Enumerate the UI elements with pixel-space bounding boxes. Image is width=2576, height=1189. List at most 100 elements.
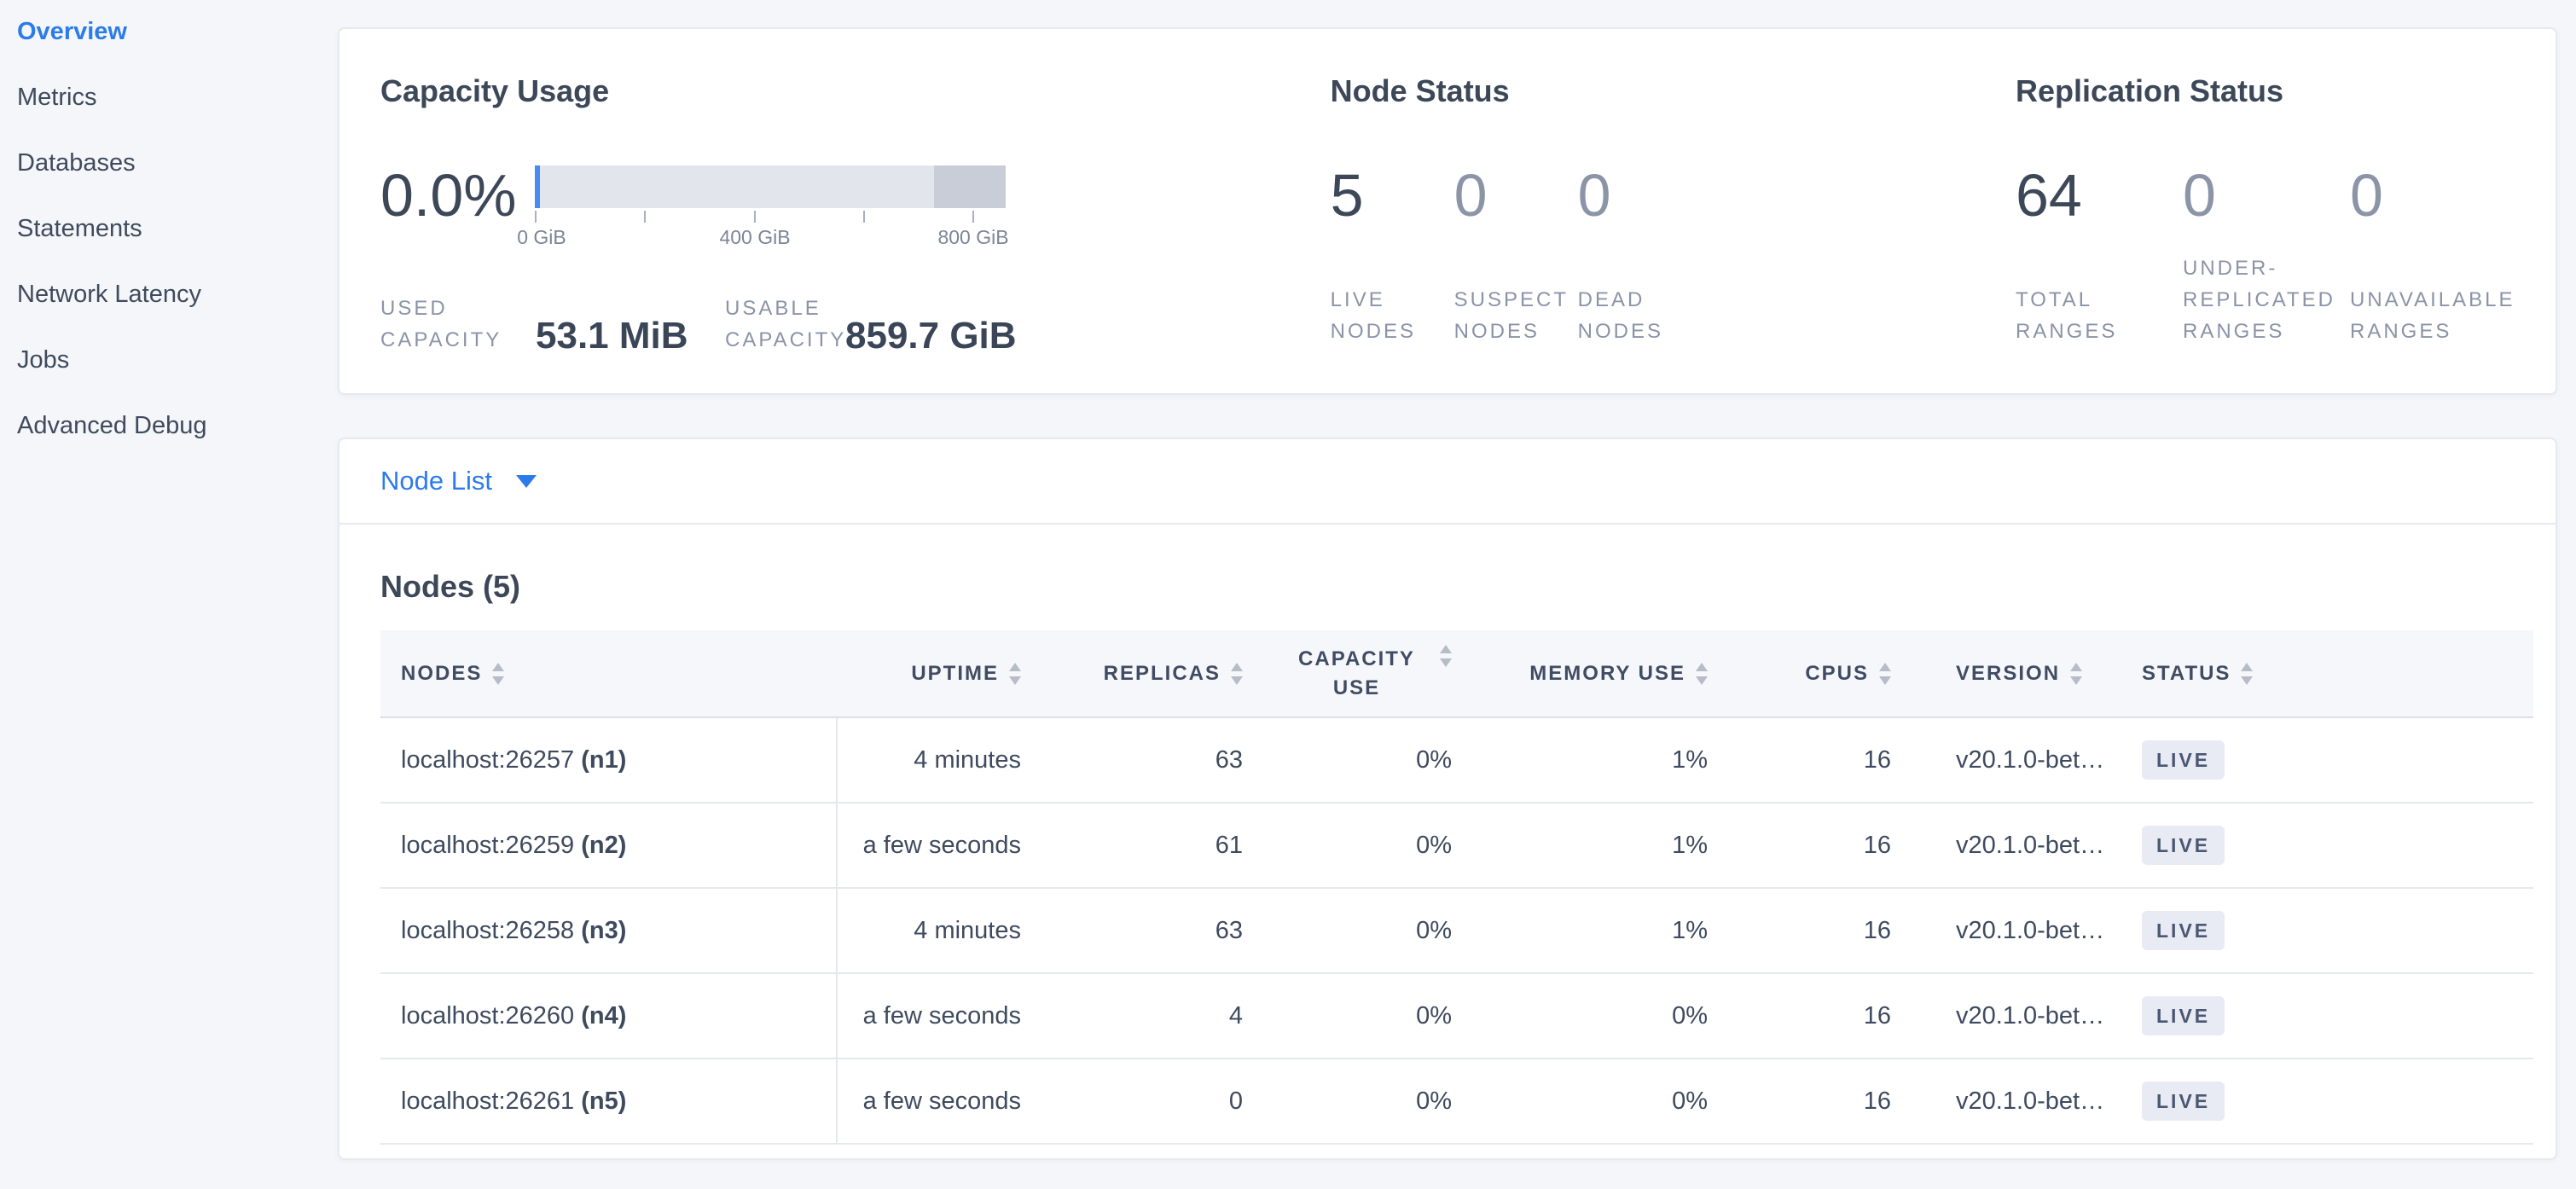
- memory-use-cell: 0%: [1472, 1058, 1728, 1145]
- live-nodes-metric: 5 LIVE NODES: [1331, 165, 1454, 347]
- used-capacity-value: 53.1 MiB: [536, 315, 688, 357]
- sidebar-item-jobs[interactable]: Jobs: [17, 346, 70, 374]
- sort-icon[interactable]: [1009, 662, 1021, 685]
- nodes-table: NODES UPTIME REPLICAS CAPACITY USE: [380, 630, 2533, 1145]
- replicas-cell: 63: [1215, 745, 1243, 774]
- cpus-cell: 16: [1728, 802, 1912, 888]
- node-list-view-bar: Node List: [339, 439, 2556, 525]
- sidebar-item-overview[interactable]: Overview: [17, 18, 127, 45]
- column-header-cpus[interactable]: CPUS: [1728, 630, 1912, 718]
- column-header-memory-use[interactable]: MEMORY USE: [1472, 630, 1728, 718]
- chevron-down-icon: [515, 474, 537, 488]
- capacity-use-cell: 0%: [1263, 1058, 1472, 1145]
- column-header-capacity-use[interactable]: CAPACITY USE: [1263, 630, 1472, 718]
- cluster-summary-card: Capacity Usage 0.0%: [338, 27, 2557, 395]
- used-capacity-label: USED CAPACITY: [380, 297, 502, 351]
- cpus-cell: 16: [1728, 887, 1912, 973]
- node-address-link[interactable]: localhost:26259 (n2): [401, 831, 627, 859]
- main-content: Capacity Usage 0.0%: [338, 27, 2557, 1160]
- cpus-cell: 16: [1728, 972, 1912, 1058]
- memory-use-cell: 0%: [1472, 972, 1728, 1058]
- capacity-usage-title: Capacity Usage: [380, 73, 610, 108]
- column-header-status[interactable]: STATUS: [2133, 630, 2533, 718]
- status-badge: LIVE: [2142, 826, 2225, 865]
- table-row: localhost:26261 (n5) a few seconds 0 0% …: [380, 1058, 2533, 1145]
- column-header-nodes[interactable]: NODES: [380, 630, 837, 718]
- uptime-cell: 4 minutes: [837, 887, 1041, 973]
- dead-nodes-value: 0: [1577, 162, 1611, 229]
- capacity-gauge-axis: [535, 208, 1006, 223]
- node-list-dropdown[interactable]: Node List: [380, 466, 537, 496]
- column-header-version[interactable]: VERSION: [1912, 630, 2133, 718]
- sort-icon[interactable]: [492, 662, 505, 685]
- node-address-link[interactable]: localhost:26257 (n1): [401, 745, 627, 774]
- node-address-link[interactable]: localhost:26261 (n5): [401, 1087, 627, 1115]
- sort-icon[interactable]: [1440, 644, 1452, 667]
- uptime-cell: a few seconds: [837, 972, 1041, 1058]
- total-ranges-label: TOTAL RANGES: [2016, 288, 2118, 343]
- nodes-count-title: Nodes (5): [380, 569, 521, 604]
- replication-status-section: Replication Status 64 TOTAL RANGES 0 UND…: [2016, 73, 2515, 393]
- replicas-cell: 4: [1041, 972, 1263, 1058]
- sort-icon[interactable]: [1696, 662, 1708, 685]
- uptime-cell: 4 minutes: [914, 745, 1021, 774]
- status-badge: LIVE: [2142, 911, 2225, 950]
- sort-icon[interactable]: [1879, 662, 1891, 685]
- table-row: localhost:26260 (n4) a few seconds 4 0% …: [380, 972, 2533, 1058]
- unavailable-ranges-value: 0: [2350, 162, 2383, 229]
- axis-label-400gib: 400 GiB: [719, 226, 791, 248]
- replication-status-title: Replication Status: [2016, 73, 2284, 108]
- node-list-card: Node List Nodes (5) NODES: [338, 438, 2557, 1160]
- sort-icon[interactable]: [2241, 662, 2254, 685]
- sidebar-item-metrics[interactable]: Metrics: [17, 84, 97, 111]
- capacity-usage-section: Capacity Usage 0.0%: [380, 73, 1331, 393]
- suspect-nodes-value: 0: [1453, 162, 1488, 229]
- version-cell: v20.1.0-bet…: [1912, 802, 2133, 888]
- replicas-cell: 0: [1041, 1058, 1263, 1145]
- version-cell: v20.1.0-bet…: [1912, 887, 2133, 973]
- sort-icon[interactable]: [1231, 662, 1243, 685]
- cpus-cell: 16: [1728, 1058, 1912, 1145]
- memory-use-cell: 1%: [1672, 745, 1708, 774]
- sidebar-item-databases[interactable]: Databases: [17, 149, 136, 177]
- nodes-panel: Nodes (5) NODES UPTIME: [339, 525, 2556, 1145]
- axis-label-0gib: 0 GiB: [517, 226, 566, 248]
- table-row: localhost:26259 (n2) a few seconds 61 0%…: [380, 802, 2533, 888]
- node-list-dropdown-label: Node List: [380, 466, 492, 496]
- capacity-use-cell: 0%: [1263, 802, 1472, 888]
- capacity-use-cell: 0%: [1263, 972, 1472, 1058]
- uptime-cell: a few seconds: [837, 802, 1041, 888]
- table-row: localhost:26258 (n3) 4 minutes 63 0% 1% …: [380, 887, 2533, 973]
- usable-capacity-label: USABLE CAPACITY: [725, 297, 847, 351]
- capacity-gauge-reserved-segment: [934, 165, 1006, 208]
- sidebar: Overview Metrics Databases Statements Ne…: [0, 0, 338, 478]
- suspect-nodes-metric: 0 SUSPECT NODES: [1454, 165, 1578, 347]
- uptime-cell: a few seconds: [837, 1058, 1041, 1145]
- version-cell: v20.1.0-bet…: [1912, 972, 2133, 1058]
- live-nodes-label: LIVE NODES: [1330, 288, 1417, 343]
- sidebar-item-statements[interactable]: Statements: [17, 215, 142, 242]
- node-address-link[interactable]: localhost:26260 (n4): [401, 1001, 627, 1030]
- capacity-used-percent: 0.0%: [380, 162, 517, 229]
- total-ranges-metric: 64 TOTAL RANGES: [2016, 165, 2183, 347]
- node-status-section: Node Status 5 LIVE NODES 0 SUSPECT NODES…: [1331, 73, 2016, 393]
- memory-use-cell: 1%: [1472, 887, 1728, 973]
- table-header-row: NODES UPTIME REPLICAS CAPACITY USE: [380, 630, 2533, 718]
- under-replicated-ranges-metric: 0 UNDER-REPLICATED RANGES: [2183, 165, 2350, 347]
- usable-capacity-value: 859.7 GiB: [845, 315, 1017, 357]
- sidebar-item-advanced-debug[interactable]: Advanced Debug: [17, 412, 207, 439]
- node-address-link[interactable]: localhost:26258 (n3): [401, 916, 627, 944]
- table-row: localhost:26257 (n1) 4 minutes 63 0% 1% …: [380, 717, 2533, 803]
- sidebar-item-network-latency[interactable]: Network Latency: [17, 281, 201, 308]
- status-badge: LIVE: [2142, 996, 2225, 1035]
- node-status-title: Node Status: [1330, 73, 1510, 108]
- version-cell: v20.1.0-bet…: [1956, 745, 2105, 774]
- capacity-gauge: 0 GiB 400 GiB 800 GiB: [517, 165, 1009, 252]
- column-header-uptime[interactable]: UPTIME: [837, 630, 1041, 718]
- memory-use-cell: 1%: [1472, 802, 1728, 888]
- sort-icon[interactable]: [2070, 662, 2083, 685]
- capacity-gauge-bar: [535, 165, 1006, 208]
- cpus-cell: 16: [1863, 745, 1891, 774]
- column-header-replicas[interactable]: REPLICAS: [1041, 630, 1263, 718]
- under-replicated-ranges-value: 0: [2183, 162, 2216, 229]
